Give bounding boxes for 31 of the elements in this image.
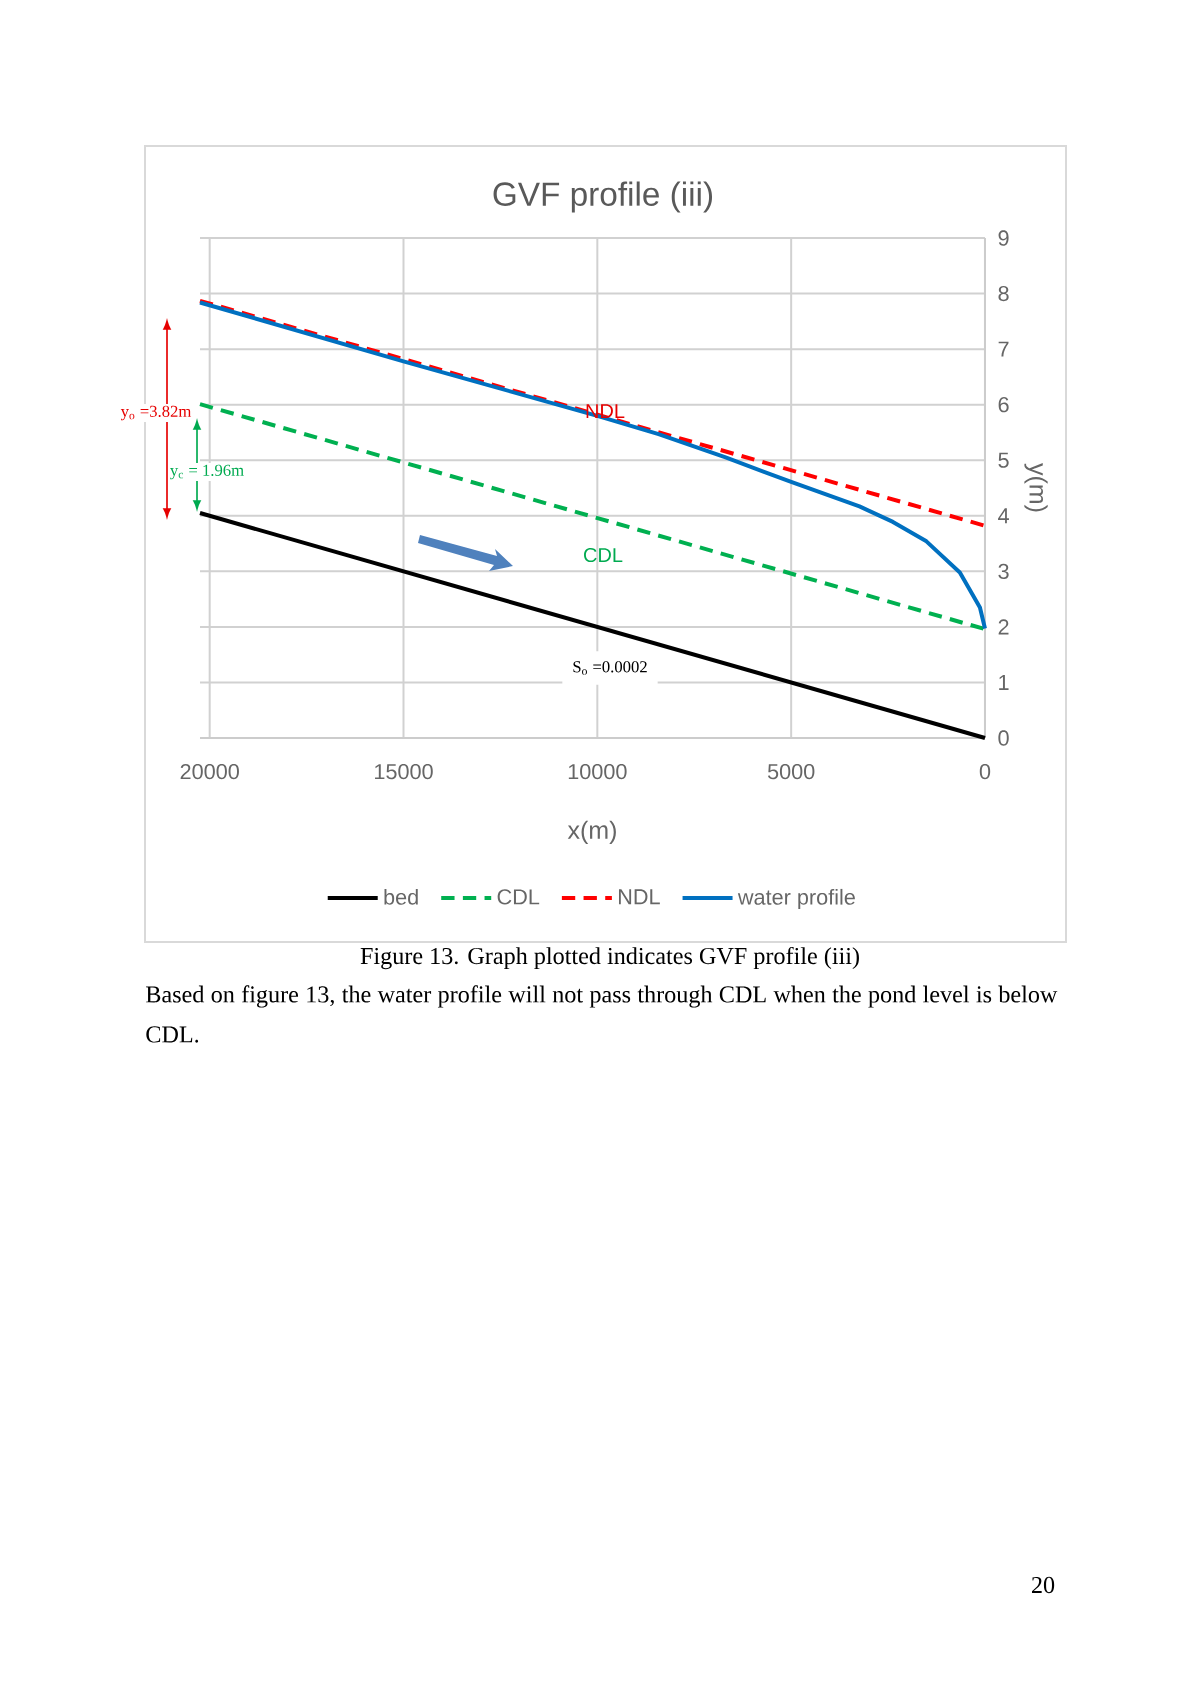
y-tick-label: 3 (998, 563, 1009, 580)
y-tick-label: 9 (998, 230, 1009, 246)
text: y$_{o}$ =3.82m (120, 405, 192, 421)
text: 20 (1031, 1576, 1055, 1594)
y-tick-label: 8 (998, 285, 1009, 302)
x-axis-title: x(m) (567, 820, 616, 844)
y-axis-title: y(m) (1024, 463, 1048, 512)
y-tick-label: 1 (999, 675, 1009, 690)
x-tick-label: 10000 (568, 763, 627, 780)
annotation: y$_{c}$ = 1.96m (170, 464, 244, 480)
y-tick-label: 7 (998, 341, 1009, 357)
annotation: S$_{o}$ =0.0002 (573, 661, 647, 675)
legend-label: NDL (619, 889, 660, 905)
x-tick-label: 0 (979, 763, 991, 780)
text: Based on figure 13, the water profile will not pass through CDL when the pond level is below CDL. (146, 985, 1058, 1043)
line-series (197, 300, 987, 631)
caption: Figure 13. Graph plotted indicates GVF profile (iii) (360, 946, 859, 970)
y-tick-label: 5 (998, 452, 1009, 468)
x-tick-label: 5000 (767, 763, 815, 780)
chart-title: GVF profile (iii) (493, 181, 713, 213)
legend-label: bed (384, 888, 418, 905)
y-tick-label: 2 (998, 619, 1009, 635)
annotation: NDL (586, 404, 625, 418)
legend-label: water profile (737, 888, 855, 910)
y-tick-label: 4 (998, 508, 1009, 524)
annotation: CDL (584, 547, 623, 563)
y-tick-label: 6 (998, 397, 1009, 413)
x-tick-label: 20000 (180, 763, 239, 780)
legend-label: CDL (497, 889, 540, 905)
x-tick-label: 15000 (375, 763, 433, 780)
y-tick-label: 0 (998, 730, 1009, 746)
